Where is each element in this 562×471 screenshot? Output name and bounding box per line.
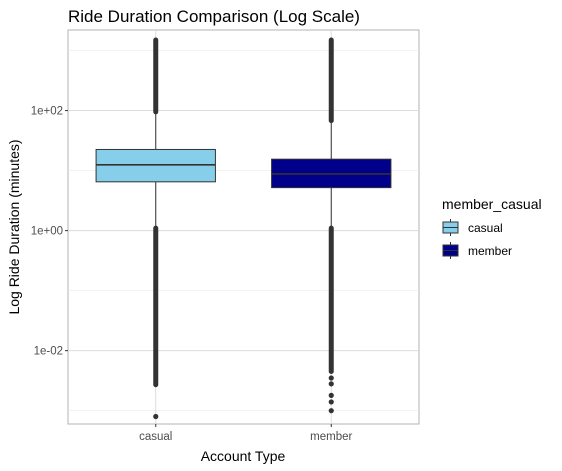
y-tick-label: 1e-02	[34, 346, 63, 358]
outlier-point	[328, 399, 334, 405]
outlier-point	[153, 413, 159, 420]
legend-title: member_casual	[442, 196, 542, 212]
legend-label: casual	[468, 221, 503, 235]
box-casual	[95, 37, 216, 420]
box-layer	[95, 37, 392, 420]
legend: member_casual casual member	[442, 196, 542, 259]
outlier-point	[328, 381, 334, 387]
plot-panel	[67, 29, 420, 425]
x-axis-title: Account Type	[201, 448, 286, 464]
legend-label: member	[468, 244, 512, 258]
y-axis: 1e-02 1e+00 1e+02	[31, 106, 68, 358]
legend-item-casual: casual	[442, 219, 503, 236]
iqr-box	[95, 148, 216, 183]
x-tick-label: member	[310, 431, 352, 443]
x-axis: casual member	[139, 424, 353, 443]
legend-item-member: member	[442, 242, 512, 259]
y-axis-title: Log Ride Duration (minutes)	[6, 139, 22, 314]
x-tick-label: casual	[139, 431, 172, 443]
box-member	[271, 37, 392, 414]
chart-title: Ride Duration Comparison (Log Scale)	[68, 7, 360, 26]
y-tick-label: 1e+00	[31, 226, 63, 238]
outlier-point	[328, 408, 334, 414]
outlier-point	[328, 375, 334, 381]
y-tick-label: 1e+02	[31, 106, 63, 118]
outlier-point	[328, 392, 334, 398]
